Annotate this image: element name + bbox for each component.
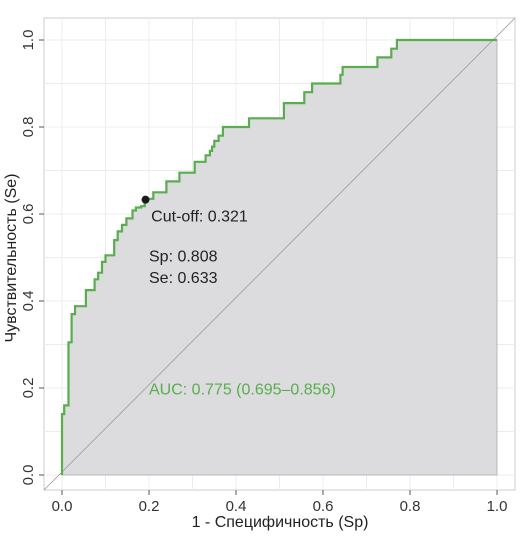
sp-label: Sp: 0.808 xyxy=(149,248,218,265)
x-tick-label: 0.8 xyxy=(400,498,421,515)
y-axis-title: Чувствительность (Se) xyxy=(3,173,20,342)
annotations: Cut-off: 0.321 Sp: 0.808 Se: 0.633 AUC: … xyxy=(149,208,336,398)
y-tick-label: 1.0 xyxy=(20,30,37,51)
x-ticks: 0.0 0.2 0.4 0.6 0.8 1.0 xyxy=(52,490,508,515)
roc-curve xyxy=(60,38,497,475)
x-tick-label: 1.0 xyxy=(487,498,508,515)
x-tick-label: 0.2 xyxy=(139,498,160,515)
y-tick-label: 0.0 xyxy=(20,465,37,486)
reference-diagonal xyxy=(43,17,516,491)
cutoff-label: Cut-off: 0.321 xyxy=(151,208,248,225)
y-tick-label: 0.4 xyxy=(20,291,37,312)
x-tick-label: 0.6 xyxy=(313,498,334,515)
se-label: Se: 0.633 xyxy=(149,270,218,287)
x-axis-title: 1 - Специфичность (Sp) xyxy=(192,514,369,531)
y-ticks: 0.0 0.2 0.4 0.6 0.8 1.0 xyxy=(20,30,44,486)
y-tick-label: 0.6 xyxy=(20,204,37,225)
y-tick-label: 0.8 xyxy=(20,117,37,138)
auc-label: AUC: 0.775 (0.695–0.856) xyxy=(149,382,336,399)
x-tick-label: 0.0 xyxy=(52,498,73,515)
data-layer xyxy=(43,17,516,491)
x-tick-label: 0.4 xyxy=(226,498,247,515)
y-tick-label: 0.2 xyxy=(20,378,37,399)
cutoff-point xyxy=(141,195,150,204)
